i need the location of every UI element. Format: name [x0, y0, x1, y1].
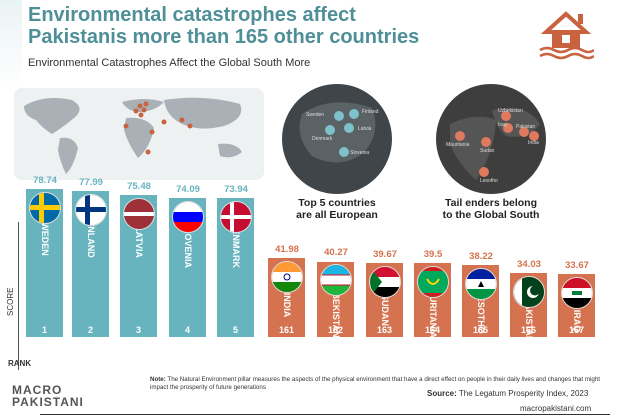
value-label: 78.74	[33, 175, 57, 187]
rank-label: 3	[135, 325, 141, 335]
rank-label: 167	[568, 325, 585, 335]
value-label: 39.67	[373, 248, 397, 260]
source-label: Source:	[427, 389, 457, 398]
rank-label: 162	[327, 325, 344, 335]
rank-label: 2	[87, 325, 93, 335]
europe-zoom-map: Sweden Finland Latvia Denmark Slovenia	[282, 84, 392, 194]
score-bar-chart: SWEDEN 1 78.74 FINLAND 2 77.99 LATVIA 3 75.48 SLO…	[26, 175, 595, 338]
sudan-flag-icon	[369, 265, 401, 298]
value-label: 74.09	[176, 184, 200, 196]
bar-category-label: LATVIA	[133, 226, 144, 259]
finland-flag-icon	[75, 193, 107, 226]
rank-label: 161	[278, 325, 295, 335]
map-label: Denmark	[312, 136, 333, 142]
india-flag-icon	[271, 261, 303, 294]
rank-axis-label: RANK	[8, 359, 32, 368]
pakistan-flag-icon	[513, 276, 545, 309]
rank-label: 4	[184, 325, 190, 335]
mauritania-flag-icon	[417, 265, 449, 298]
house-flood-icon	[539, 11, 594, 60]
value-label: 41.98	[275, 244, 299, 256]
website-link[interactable]: macropakistani.com	[520, 404, 592, 413]
world-map-graphic	[24, 97, 242, 174]
rank-label: 163	[376, 325, 393, 335]
footnote: Note: The Natural Environment pillar mea…	[150, 376, 610, 391]
uzbekistan-flag-icon	[320, 264, 352, 297]
title-line-1: Environmental catastrophes affect	[28, 4, 356, 26]
caption-tail-enders: Tail enders belong to the Global South	[416, 197, 566, 221]
map-label: Sweden	[306, 112, 325, 118]
page-subtitle: Environmental Catastrophes Affect the Gl…	[28, 57, 311, 69]
rank-label: 166	[520, 325, 537, 335]
value-label: 34.03	[517, 259, 541, 271]
iraq-flag-icon	[561, 276, 593, 309]
bar-category-label: INDIA	[281, 293, 292, 318]
page-title: Environmental catastrophes affect Pakist…	[28, 4, 419, 48]
map-label: Slovenia	[350, 150, 370, 156]
caption-line: to the Global South	[442, 209, 540, 221]
note-label: Note:	[150, 376, 166, 383]
logo-line: PAKISTANI	[12, 395, 84, 409]
source-text: The Legatum Prosperity Index, 2023	[456, 389, 589, 398]
rank-label: 165	[472, 325, 489, 335]
rank-label: 1	[41, 325, 47, 335]
caption-line: are all European	[296, 209, 378, 221]
slovenia-flag-icon	[172, 201, 204, 234]
sweden-flag-icon	[29, 192, 61, 225]
map-label: Finland	[362, 109, 379, 115]
map-label: Uzbekistan	[498, 108, 523, 114]
world-map	[14, 88, 264, 180]
source-citation: Source: The Legatum Prosperity Index, 20…	[427, 389, 588, 398]
caption-line: Tail enders belong	[445, 197, 537, 209]
map-label: Iraq	[498, 122, 507, 128]
value-label: 39.5	[423, 248, 443, 260]
value-label: 75.48	[127, 181, 151, 193]
map-label: Sudan	[480, 148, 495, 154]
map-label: Pakistan	[516, 124, 536, 130]
rank-label: 5	[232, 325, 238, 335]
latvia-flag-icon	[123, 198, 155, 231]
logo-line: MACRO	[12, 383, 63, 397]
denmark-flag-icon	[220, 201, 252, 234]
lesotho-flag-icon	[465, 268, 497, 301]
rank-label: 164	[424, 325, 441, 335]
map-label: Mauritania	[446, 142, 470, 148]
value-label: 73.94	[224, 184, 248, 196]
macropakistani-logo: MACRO PAKISTANI	[12, 384, 84, 408]
caption-top-five: Top 5 countries are all European	[262, 197, 412, 221]
map-label: Latvia	[358, 126, 372, 132]
value-label: 33.67	[565, 259, 589, 271]
footer-divider	[40, 414, 610, 415]
header-accent	[0, 0, 22, 88]
map-label: Lesotho	[480, 178, 498, 184]
caption-line: Top 5 countries	[298, 197, 376, 209]
score-axis-line	[18, 222, 19, 370]
value-label: 77.99	[79, 176, 103, 188]
value-label: 40.27	[324, 247, 348, 259]
bar-category-label: SUDAN	[379, 293, 390, 326]
map-label: India	[528, 140, 539, 146]
note-text: The Natural Environment pillar measures …	[150, 376, 600, 391]
title-line-2: Pakistanis more than 165 other countries	[28, 26, 420, 48]
global-south-zoom-map: Uzbekistan Iraq Pakistan India Mauritani…	[436, 84, 546, 194]
value-label: 38.22	[469, 251, 493, 263]
